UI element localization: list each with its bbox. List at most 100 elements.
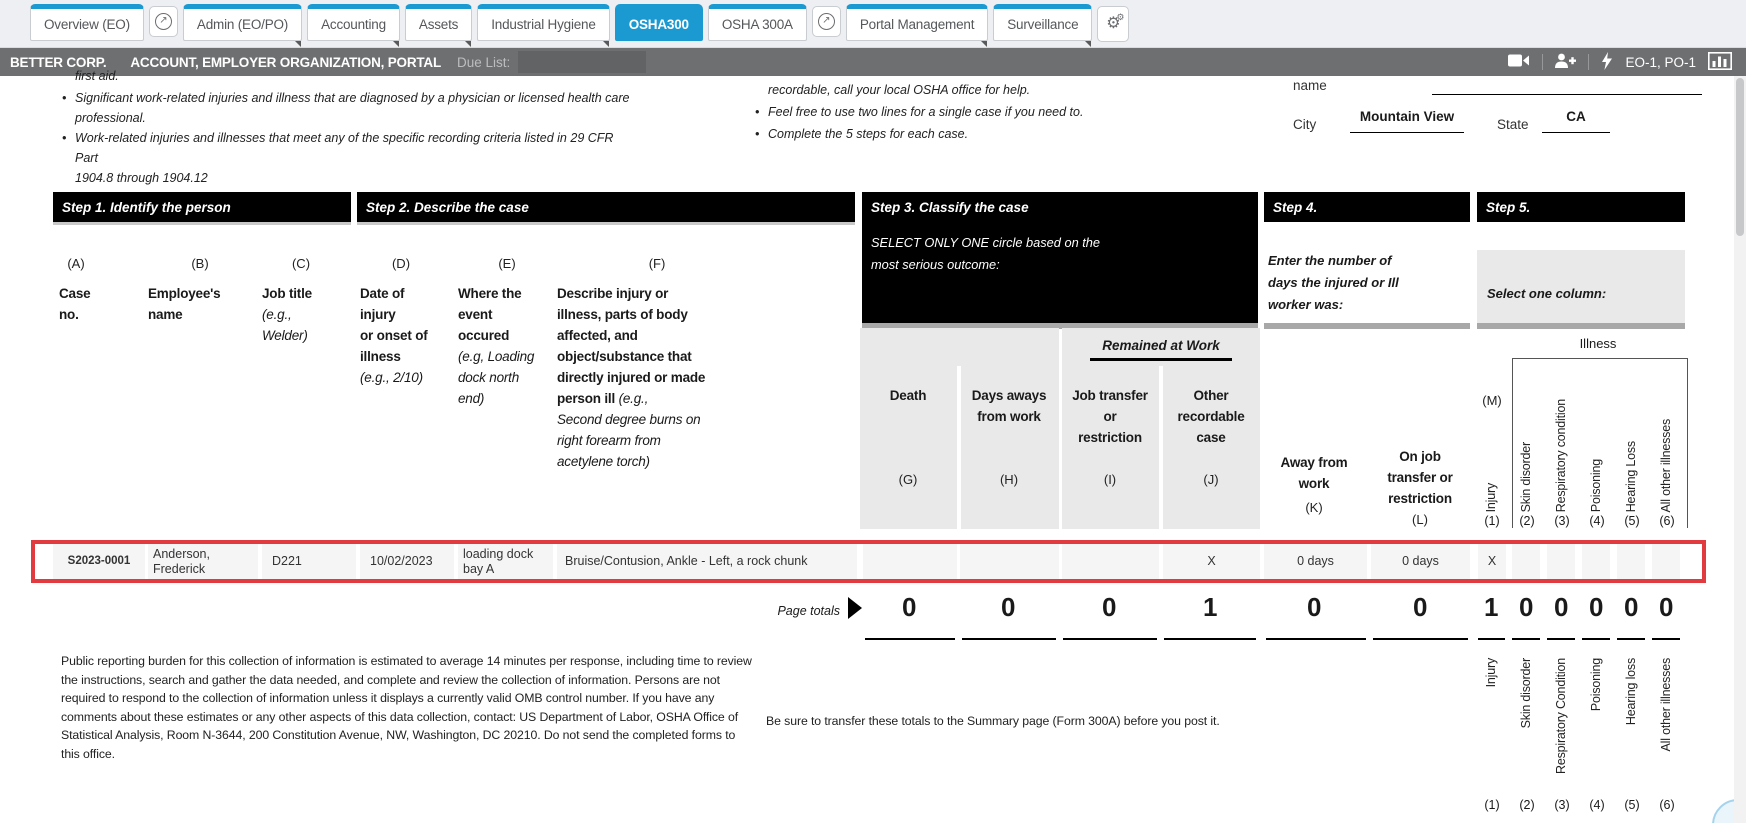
row-cell-injury[interactable]: X — [1478, 544, 1506, 579]
row-cell-case-no[interactable]: S2023-0001 — [53, 544, 145, 579]
open-in-new-button[interactable]: ↗ — [148, 6, 178, 37]
tab-assets[interactable]: Assets — [404, 4, 473, 47]
hearing-col-header: Hearing Loss — [1624, 440, 1638, 512]
tab-osha300[interactable]: OSHA300 — [614, 4, 703, 41]
col-letter-k: (K) — [1305, 500, 1323, 515]
add-user-icon[interactable] — [1555, 53, 1577, 72]
bullet-dot: • — [755, 105, 760, 119]
scrollbar-thumb[interactable] — [1736, 78, 1744, 236]
city-field[interactable]: Mountain View — [1350, 109, 1464, 133]
divider — [957, 366, 961, 529]
step3-note: SELECT ONLY ONE circle based on the most… — [871, 235, 1101, 272]
divider — [1164, 638, 1256, 640]
due-list-box[interactable] — [518, 51, 647, 73]
tab-label: Assets — [418, 17, 459, 32]
job-transfer-header: Job transfer or restriction — [1072, 388, 1148, 445]
remained-at-work-header: Remained at Work — [1102, 338, 1220, 353]
step5-note: Select one column: — [1487, 286, 1607, 301]
flash-icon[interactable] — [1601, 51, 1613, 73]
footer-skin-label: Skin disorder — [1519, 658, 1533, 729]
tab-osha300a[interactable]: OSHA 300A — [707, 4, 807, 41]
page-totals-arrow-icon — [848, 597, 862, 619]
col-number-6: (6) — [1659, 514, 1675, 528]
tab-overview-eo[interactable]: Overview (EO) — [30, 4, 144, 41]
col-letter-h: (H) — [999, 472, 1019, 487]
row-cell-where[interactable]: loading dock bay A — [458, 544, 553, 579]
col-label-job-title: Job title (e.g., Welder) — [262, 283, 352, 346]
footer-col-number-3: (3) — [1554, 798, 1570, 812]
video-camera-icon[interactable] — [1508, 53, 1530, 71]
example: (e.g., Welder) — [262, 307, 308, 343]
tab-label: Overview (EO) — [44, 17, 130, 32]
row-cell-date[interactable]: 10/02/2023 — [360, 544, 454, 579]
tab-industrial-hygiene[interactable]: Industrial Hygiene — [477, 4, 610, 47]
company-name: BETTER CORP. — [10, 54, 107, 70]
entity-badge: EO-1, PO-1 — [1625, 54, 1696, 70]
module-tab-bar: Overview (EO) ↗ Admin (EO/PO) Accounting… — [0, 0, 1746, 48]
col-number-4: (4) — [1589, 514, 1605, 528]
tab-label: OSHA300 — [628, 17, 689, 32]
away-from-work-header: Away from work — [1280, 455, 1348, 491]
step1-header: Step 1. Identify the person — [53, 192, 351, 222]
step3-header-block: Step 3. Classify the case SELECT ONLY ON… — [862, 192, 1258, 323]
total-all-other: 0 — [1659, 592, 1673, 622]
divider — [862, 323, 1258, 329]
tab-portal-management[interactable]: Portal Management — [845, 4, 989, 47]
divider — [1063, 638, 1157, 640]
vertical-scrollbar[interactable] — [1734, 76, 1746, 823]
tab-admin-eo-po[interactable]: Admin (EO/PO) — [182, 4, 303, 47]
row-cell-describe[interactable]: Bruise/Contusion, Ankle - Left, a rock c… — [557, 544, 857, 579]
tab-accounting[interactable]: Accounting — [307, 4, 400, 47]
step2-header: Step 2. Describe the case — [357, 192, 855, 222]
row-cell-job-transfer[interactable] — [1062, 544, 1159, 579]
row-cell-employee[interactable]: Anderson, Frederick — [148, 544, 258, 579]
due-list-label: Due List: — [457, 54, 511, 70]
divider — [1547, 638, 1575, 640]
illness-bracket — [1512, 358, 1688, 528]
label: Describe injury or illness, parts of bod… — [557, 286, 706, 406]
footer-injury-label: Injury — [1484, 658, 1498, 688]
footer-col-number-4: (4) — [1589, 798, 1605, 812]
settings-button[interactable]: ⚙ ⚙ — [1097, 6, 1130, 42]
establishment-name-field[interactable] — [1432, 72, 1702, 95]
footer-hearing-label: Hearing loss — [1624, 658, 1638, 726]
row-cell-hearing[interactable] — [1617, 544, 1645, 579]
state-field[interactable]: CA — [1542, 109, 1610, 133]
row-cell-other-recordable[interactable]: X — [1163, 544, 1260, 579]
case-row-highlighted: S2023-0001 Anderson, Frederick D221 10/0… — [31, 540, 1706, 583]
col-letter-e: (E) — [498, 256, 516, 271]
row-cell-death[interactable] — [863, 544, 957, 579]
row-cell-job-title[interactable]: D221 — [262, 544, 356, 579]
row-cell-poisoning[interactable] — [1582, 544, 1610, 579]
city-label: City — [1293, 117, 1317, 132]
respiratory-col-header: Respiratory condition — [1554, 398, 1568, 512]
footer-col-number-5: (5) — [1624, 798, 1640, 812]
footer-respiratory-label: Respiratory Condition — [1554, 658, 1568, 774]
skin-col-header: Skin disorder — [1519, 441, 1533, 512]
tab-label: Industrial Hygiene — [491, 17, 596, 32]
tab-label: OSHA 300A — [721, 17, 793, 32]
tab-label: Surveillance — [1007, 17, 1079, 32]
divider — [962, 638, 1056, 640]
row-cell-days-away[interactable] — [960, 544, 1059, 579]
row-cell-days-l[interactable]: 0 days — [1371, 544, 1470, 579]
row-cell-all-other[interactable] — [1652, 544, 1680, 579]
divider — [1373, 638, 1468, 640]
row-cell-days-k[interactable]: 0 days — [1264, 544, 1367, 579]
label: Where the event occured — [458, 286, 522, 343]
total-days-l: 0 — [1413, 592, 1427, 622]
divider — [1582, 638, 1610, 640]
instruction-continuation-middle: recordable, call your local OSHA office … — [768, 83, 1031, 97]
city-value: Mountain View — [1359, 109, 1455, 124]
tab-surveillance[interactable]: Surveillance — [993, 4, 1093, 47]
divider — [1588, 54, 1590, 70]
label: Job title — [262, 286, 312, 301]
open-in-new-button[interactable]: ↗ — [811, 6, 841, 37]
row-cell-skin[interactable] — [1512, 544, 1540, 579]
total-job-transfer: 0 — [1102, 592, 1116, 622]
state-value: CA — [1566, 109, 1586, 124]
col-number-3: (3) — [1554, 514, 1570, 528]
bar-chart-icon[interactable] — [1708, 51, 1732, 73]
row-cell-respiratory[interactable] — [1547, 544, 1575, 579]
